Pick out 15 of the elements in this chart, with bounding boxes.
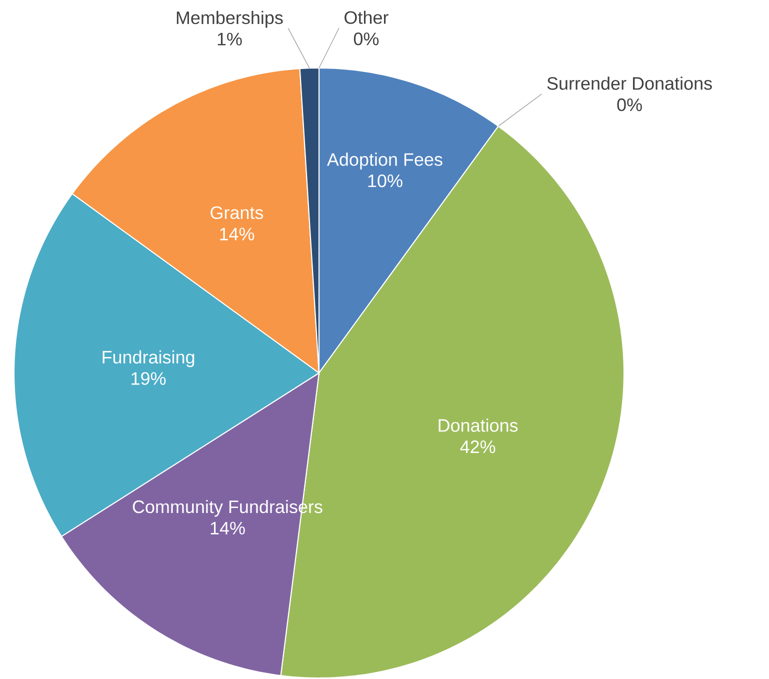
data-label: 14% xyxy=(210,522,245,534)
slice-label: Memberships xyxy=(176,10,283,28)
data-label: 42% xyxy=(460,440,496,454)
slice-label: Fundraising xyxy=(102,350,194,368)
slice-label: Donations xyxy=(438,418,518,432)
text: 0% xyxy=(354,32,379,46)
data-label: 14% xyxy=(220,228,254,240)
data-label: 1% xyxy=(218,32,242,46)
data-label: 10% xyxy=(368,174,402,188)
slice-label: Grants xyxy=(210,206,264,220)
slice-label: Adoption Fees xyxy=(326,152,442,170)
category-label: Other xyxy=(344,10,388,24)
text: 0% xyxy=(617,98,642,112)
data-label: 19% xyxy=(132,372,166,385)
category-label: Surrender Donations xyxy=(547,76,712,90)
